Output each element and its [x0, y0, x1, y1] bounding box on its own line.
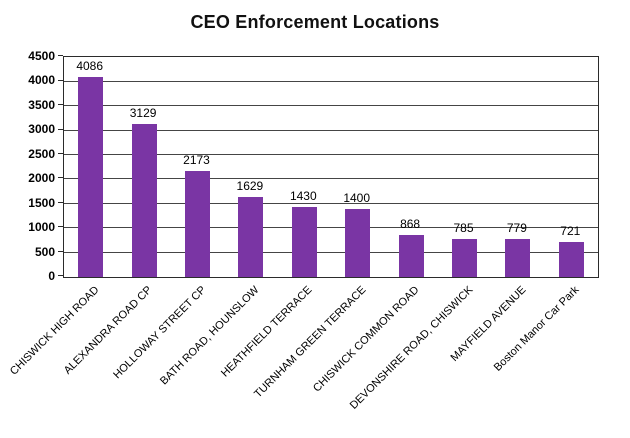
- y-axis-tick: [58, 128, 63, 130]
- y-axis-tick: [58, 79, 63, 81]
- y-axis-tick-label: 4500: [28, 49, 55, 63]
- y-axis-tick: [58, 250, 63, 252]
- bar: [398, 234, 424, 277]
- bar-value-label: 785: [453, 220, 474, 235]
- bar-value-label: 2173: [183, 152, 210, 167]
- bar: [345, 208, 371, 277]
- plot-area: [63, 56, 599, 278]
- y-axis-tick-label: 2500: [28, 146, 55, 161]
- y-axis-tick-label: 2000: [28, 171, 55, 186]
- bar: [452, 238, 477, 277]
- bar: [291, 207, 317, 277]
- y-axis-tick: [58, 153, 63, 155]
- y-axis-tick: [58, 226, 63, 228]
- y-axis-tick: [58, 104, 63, 106]
- gridline: [64, 105, 598, 107]
- bar: [238, 197, 264, 277]
- y-axis-tick: [58, 55, 63, 57]
- y-axis-tick-label: 1000: [28, 220, 55, 235]
- y-axis-tick-label: 500: [34, 244, 55, 259]
- bar: [185, 170, 210, 277]
- y-axis-tick-label: 3500: [28, 97, 55, 112]
- bar-value-label: 868: [400, 216, 421, 231]
- y-axis-tick: [58, 177, 63, 179]
- y-axis-tick-label: 3000: [28, 122, 55, 137]
- bar-value-label: 3129: [129, 106, 157, 121]
- bar: [131, 124, 157, 277]
- gridline: [64, 129, 598, 131]
- chart-title: CEO Enforcement Locations: [190, 12, 440, 32]
- bar-value-label: 1430: [289, 189, 317, 204]
- gridline: [64, 251, 598, 253]
- y-axis-tick-label: 4000: [28, 73, 55, 88]
- bar-value-label: 1400: [343, 190, 371, 205]
- gridline: [64, 154, 598, 156]
- gridline: [64, 202, 598, 204]
- bar-value-label: 1629: [236, 179, 264, 194]
- bar-value-label: 721: [560, 223, 581, 238]
- bar-value-label: 4086: [76, 59, 104, 74]
- bar: [78, 77, 104, 277]
- gridline: [64, 227, 598, 229]
- gridline: [64, 178, 598, 180]
- bar-value-label: 779: [506, 220, 527, 235]
- y-axis-tick: [58, 201, 63, 203]
- y-axis-tick-label: 1500: [28, 195, 55, 210]
- y-axis-tick: [58, 275, 63, 277]
- bar: [558, 241, 584, 277]
- bar: [505, 238, 531, 277]
- gridline: [64, 80, 598, 82]
- y-axis-tick-label: 0: [48, 269, 55, 283]
